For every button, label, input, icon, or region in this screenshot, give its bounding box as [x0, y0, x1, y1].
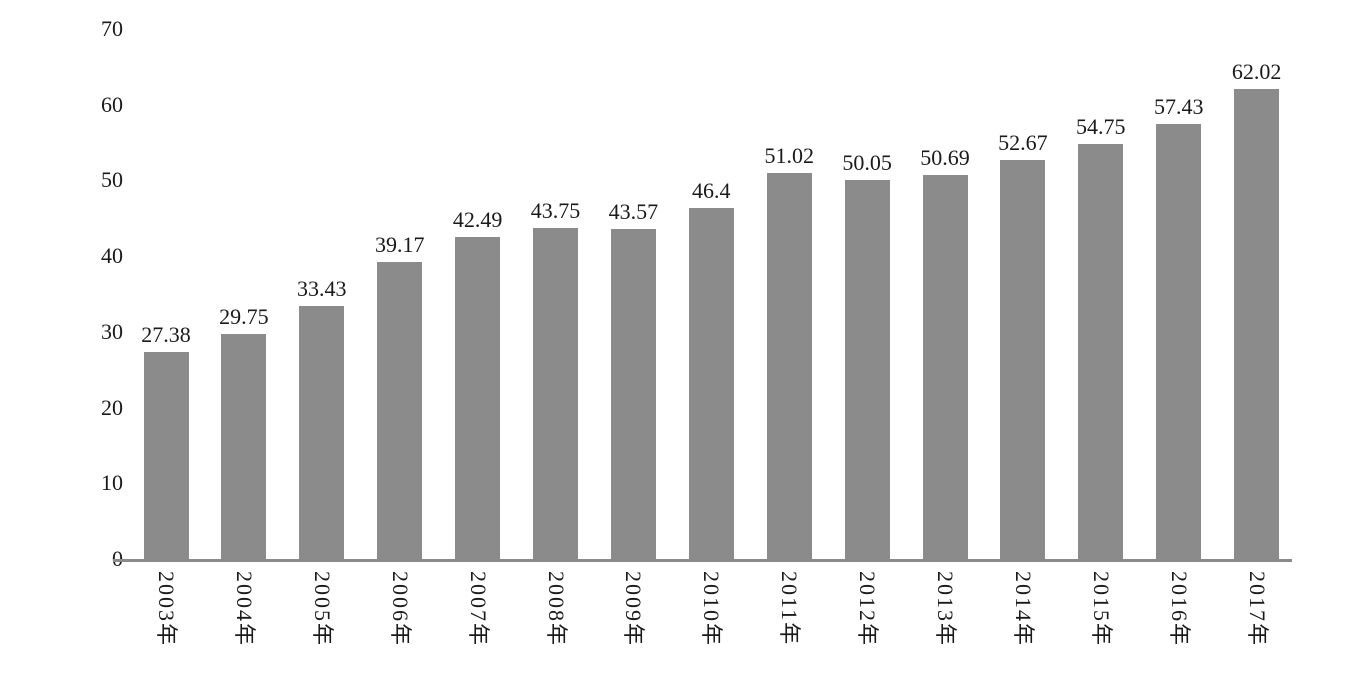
bar-value-label: 43.75 — [530, 198, 581, 223]
bar — [845, 180, 890, 559]
bar — [144, 352, 189, 559]
x-axis-label: 2013年 — [933, 571, 958, 648]
y-axis-tick-label: 20 — [101, 394, 123, 420]
bar-value-label: 54.75 — [1076, 114, 1126, 139]
x-axis-label: 2014年 — [1010, 571, 1036, 648]
y-axis-tick-label: 70 — [101, 16, 123, 41]
x-axis-label: 2017年 — [1244, 571, 1270, 648]
bar — [533, 228, 578, 559]
y-axis-tick-label: 0 — [0, 546, 123, 572]
y-axis-tick-label: 40 — [101, 243, 123, 269]
x-axis-label: 2003年 — [154, 571, 179, 648]
x-axis-label: 2008年 — [543, 571, 569, 648]
bar — [455, 237, 500, 559]
bar-value-label: 50.05 — [842, 150, 892, 175]
bar-value-label: 52.67 — [998, 130, 1048, 155]
x-axis-label: 2012年 — [855, 571, 881, 648]
bar — [689, 208, 734, 559]
y-axis-tick-label: 30 — [101, 318, 123, 344]
y-axis-tick-label: 10 — [101, 470, 123, 496]
x-axis-label: 2011年 — [777, 571, 803, 647]
bar — [221, 334, 266, 559]
bar-value-label: 51.02 — [764, 143, 814, 168]
bar — [377, 262, 422, 559]
x-axis-label: 2007年 — [465, 571, 491, 648]
y-axis-tick-label: 50 — [101, 167, 123, 193]
bar-value-label: 62.02 — [1231, 59, 1282, 84]
bar — [767, 173, 812, 559]
x-axis-line — [113, 559, 1292, 562]
bar — [1234, 89, 1279, 559]
bar — [611, 229, 656, 559]
bar-value-label: 46.4 — [692, 178, 731, 203]
bar-value-label: 39.17 — [374, 232, 425, 257]
bar — [299, 306, 344, 559]
bar — [923, 175, 968, 559]
bar-value-label: 57.43 — [1153, 94, 1204, 119]
bar — [1156, 124, 1201, 559]
x-axis-label: 2010年 — [699, 571, 725, 648]
x-axis-label: 2016年 — [1166, 571, 1192, 648]
y-axis-tick-label: 60 — [101, 91, 123, 117]
x-axis-label: 2009年 — [621, 571, 647, 648]
bar-value-label: 33.43 — [297, 276, 347, 301]
bar-value-label: 27.38 — [141, 322, 191, 347]
bar — [1078, 144, 1123, 559]
bar-value-label: 29.75 — [219, 304, 269, 329]
x-axis-label: 2006年 — [387, 571, 413, 648]
bar — [1000, 160, 1045, 559]
x-axis-label: 2004年 — [231, 571, 257, 648]
bar-value-label: 50.69 — [920, 145, 970, 170]
x-axis-label: 2015年 — [1088, 571, 1114, 648]
bar-value-label: 43.57 — [608, 199, 659, 224]
x-axis-label: 2005年 — [309, 571, 335, 648]
bar-value-label: 42.49 — [452, 207, 503, 232]
